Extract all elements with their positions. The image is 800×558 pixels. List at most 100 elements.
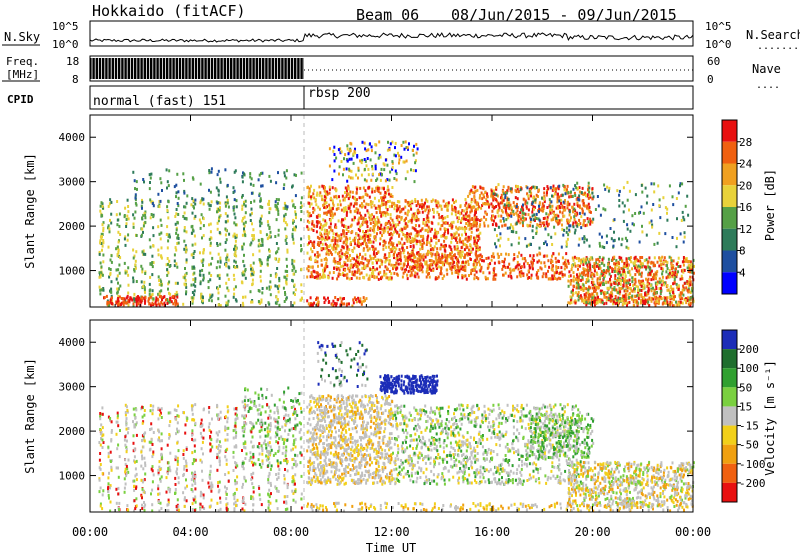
data-cell [483, 216, 485, 219]
data-cell [335, 250, 337, 253]
data-cell [543, 261, 545, 264]
data-cell [640, 299, 642, 302]
data-cell [337, 252, 339, 255]
data-cell [408, 220, 410, 223]
data-cell [555, 187, 557, 190]
data-cell [371, 188, 373, 191]
data-cell [444, 250, 446, 253]
data-cell [609, 273, 611, 276]
data-cell [469, 243, 471, 246]
data-cell [614, 277, 616, 280]
data-cell [681, 291, 683, 294]
data-cell [177, 202, 179, 205]
data-cell [292, 204, 294, 207]
data-cell [135, 298, 137, 301]
data-cell [234, 266, 236, 269]
data-cell [217, 288, 219, 291]
data-cell [686, 260, 688, 263]
data-cell [454, 266, 456, 269]
data-cell [477, 228, 479, 231]
data-cell [376, 268, 378, 271]
data-cell [522, 224, 524, 227]
data-cell [508, 207, 510, 210]
data-cell [621, 299, 623, 302]
data-cell [390, 264, 392, 267]
data-cell [479, 232, 481, 235]
data-cell [308, 242, 310, 245]
data-cell [118, 300, 120, 303]
data-cell [355, 236, 357, 239]
data-cell [439, 247, 441, 250]
data-cell [573, 203, 575, 206]
data-cell [503, 264, 505, 267]
data-cell [225, 212, 227, 215]
data-cell [495, 223, 497, 226]
data-cell [295, 213, 297, 216]
data-cell [194, 235, 196, 238]
data-cell [410, 274, 412, 277]
data-cell [662, 276, 664, 279]
data-cell [559, 205, 561, 208]
data-cell [158, 275, 160, 278]
data-cell [597, 277, 599, 280]
data-cell [260, 197, 262, 200]
data-cell [217, 173, 219, 176]
data-cell [333, 232, 335, 235]
data-cell [499, 244, 501, 247]
data-cell [643, 296, 645, 299]
data-cell [579, 191, 581, 194]
data-cell [242, 302, 244, 305]
data-cell [354, 242, 356, 245]
data-cell [216, 242, 218, 245]
data-cell [647, 301, 649, 304]
data-cell [200, 221, 202, 224]
data-cell [332, 207, 334, 210]
data-cell [471, 209, 473, 212]
data-cell [651, 300, 653, 303]
data-cell [191, 253, 193, 256]
data-cell [208, 223, 210, 226]
data-cell [585, 274, 587, 277]
data-cell [376, 232, 378, 235]
data-cell [610, 283, 612, 286]
data-cell [371, 206, 373, 209]
data-cell [421, 203, 423, 206]
data-cell [412, 215, 414, 218]
data-cell [101, 214, 103, 217]
data-cell [269, 226, 271, 229]
data-cell [667, 284, 669, 287]
data-cell [526, 245, 528, 248]
data-cell [401, 238, 403, 241]
data-cell [504, 203, 506, 206]
data-cell [245, 277, 247, 280]
data-cell [227, 199, 229, 202]
data-cell [228, 278, 230, 281]
data-cell [606, 241, 608, 244]
data-cell [627, 247, 629, 250]
data-cell [552, 252, 554, 255]
data-cell [592, 287, 594, 290]
data-cell [182, 303, 184, 306]
data-cell [493, 272, 495, 275]
data-cell [357, 297, 359, 300]
data-cell [647, 273, 649, 276]
data-cell [331, 303, 333, 306]
data-cell [532, 262, 534, 265]
data-cell [498, 215, 500, 218]
data-cell [460, 219, 462, 222]
data-cell [228, 266, 230, 269]
data-cell [287, 205, 289, 208]
data-cell [388, 278, 390, 281]
data-cell [149, 238, 151, 241]
data-cell [166, 268, 168, 271]
data-cell [168, 281, 170, 284]
data-cell [150, 173, 152, 176]
data-cell [613, 262, 615, 265]
data-cell [338, 238, 340, 241]
data-cell [175, 282, 177, 285]
data-cell [504, 258, 506, 261]
data-cell [644, 265, 646, 268]
data-cell [459, 212, 461, 215]
data-cell [476, 256, 478, 259]
data-cell [386, 266, 388, 269]
